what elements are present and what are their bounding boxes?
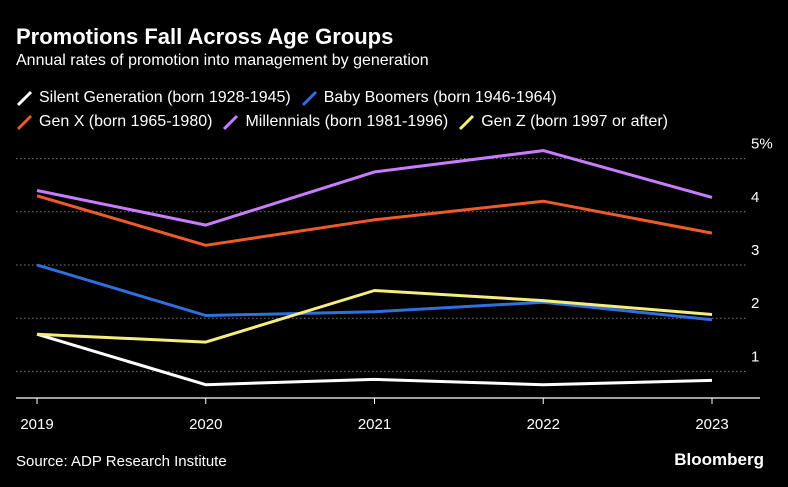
y-tick-label: 4	[751, 189, 759, 206]
x-tick-label: 2020	[189, 416, 222, 433]
legend-swatch-icon	[16, 90, 33, 107]
legend-row-2: Gen X (born 1965-1980) Millennials (born…	[16, 110, 786, 134]
legend-swatch-icon	[16, 114, 33, 131]
legend-item-silent-generation: Silent Generation (born 1928-1945)	[16, 89, 291, 107]
chart-subtitle: Annual rates of promotion into managemen…	[16, 52, 429, 69]
y-tick-label: 5%	[751, 136, 773, 153]
series-line-baby-boomers	[36, 263, 713, 322]
legend: Silent Generation (born 1928-1945) Baby …	[16, 86, 786, 134]
legend-label-gen-x: Gen X (born 1965-1980)	[39, 113, 213, 130]
legend-item-millennials: Millennials (born 1981-1996)	[222, 113, 448, 131]
legend-label-silent-generation: Silent Generation (born 1928-1945)	[39, 89, 291, 106]
series-line-gen-z	[36, 289, 713, 344]
series-line-silent-generation	[36, 332, 713, 387]
legend-row-1: Silent Generation (born 1928-1945) Baby …	[16, 86, 786, 110]
x-tick-label: 2023	[695, 416, 728, 433]
x-tick-label: 2022	[527, 416, 560, 433]
series-line-millennials	[36, 149, 713, 227]
legend-item-baby-boomers: Baby Boomers (born 1946-1964)	[301, 89, 557, 107]
y-tick-label: 3	[751, 242, 759, 259]
legend-label-baby-boomers: Baby Boomers (born 1946-1964)	[323, 89, 557, 106]
legend-swatch-icon	[301, 90, 318, 107]
bloomberg-logo: Bloomberg	[674, 450, 764, 469]
series-line-gen-x	[36, 194, 713, 247]
legend-item-gen-z: Gen Z (born 1997 or after)	[458, 113, 668, 131]
x-tick-label: 2021	[358, 416, 391, 433]
source-note: Source: ADP Research Institute	[16, 453, 227, 470]
legend-label-millennials: Millennials (born 1981-1996)	[245, 113, 449, 130]
y-tick-label: 1	[751, 348, 759, 365]
legend-item-gen-x: Gen X (born 1965-1980)	[16, 113, 212, 131]
legend-swatch-icon	[222, 114, 239, 131]
legend-swatch-icon	[458, 114, 475, 131]
y-tick-label: 2	[751, 295, 759, 312]
legend-label-gen-z: Gen Z (born 1997 or after)	[481, 113, 668, 130]
x-tick-label: 2019	[20, 416, 53, 433]
chart-title: Promotions Fall Across Age Groups	[16, 24, 394, 49]
